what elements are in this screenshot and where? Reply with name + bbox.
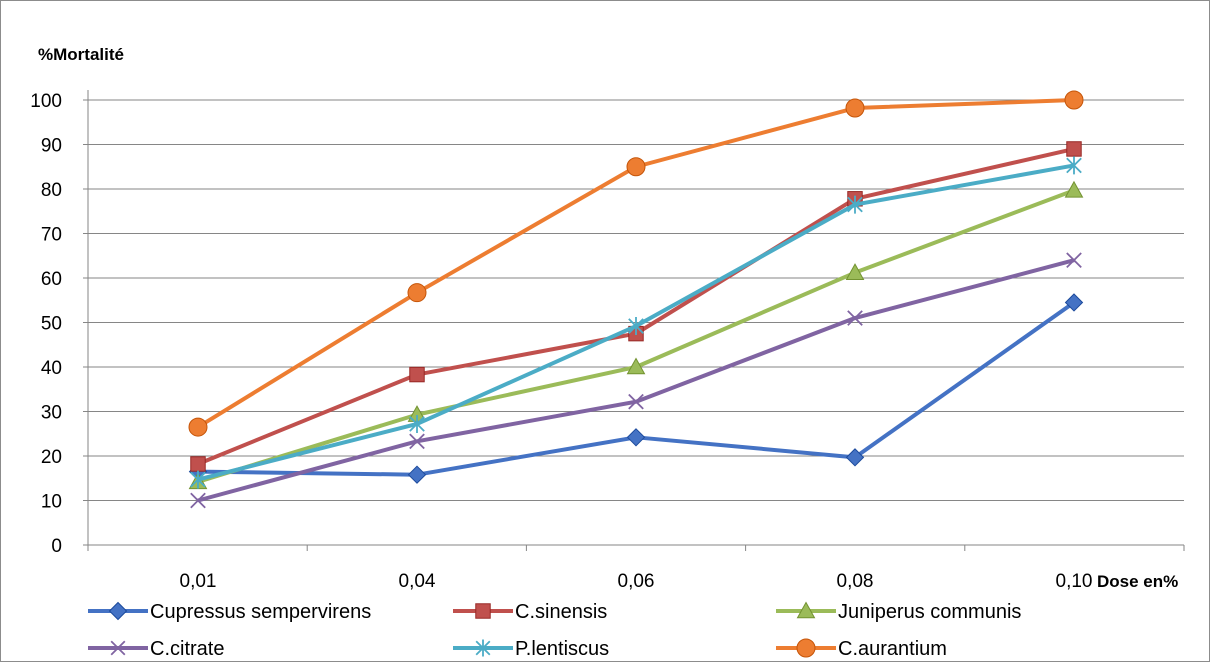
x-tick-label: 0,01	[180, 571, 217, 592]
marker-triangle	[796, 601, 816, 619]
y-tick-label: 50	[41, 314, 62, 335]
x-tick-label: 0,10	[1056, 571, 1093, 592]
marker-triangle	[1064, 180, 1084, 198]
marker-square	[475, 603, 491, 619]
marker-star	[847, 195, 863, 214]
legend: Cupressus sempervirens C.sinensis Juniperu…	[88, 601, 1021, 660]
legend-label: C.citrate	[150, 638, 224, 660]
marker-diamond	[407, 465, 427, 484]
legend-label: Cupressus sempervirens	[150, 601, 371, 623]
y-tick-label: 20	[41, 447, 62, 468]
axes: 0 10 20 30 40 50 60 70 80 90 100 0,01 0,04 0,06 0,08 0,…	[30, 90, 1185, 592]
marker-x	[628, 393, 644, 410]
x-tick-label: 0,06	[618, 571, 655, 592]
marker-star	[1066, 156, 1082, 175]
legend-item: C.citrate	[88, 638, 224, 660]
marker-square	[409, 366, 425, 383]
y-tick-label: 80	[41, 180, 62, 201]
marker-diamond	[1064, 293, 1084, 312]
y-tick-label: 40	[41, 358, 62, 379]
x-tick-label: 0,08	[837, 571, 874, 592]
marker-x	[409, 433, 425, 450]
marker-x	[847, 310, 863, 326]
series-c-citrate	[190, 252, 1082, 509]
legend-label: C.aurantium	[838, 638, 947, 660]
marker-diamond	[845, 448, 865, 467]
legend-item: C.sinensis	[453, 601, 607, 623]
y-tick-label: 60	[41, 269, 62, 290]
x-axis-title: Dose en%	[1097, 572, 1178, 591]
series-lines	[188, 90, 1084, 509]
marker-triangle	[845, 263, 865, 280]
y-tick-label: 70	[41, 225, 62, 246]
y-tick-label: 30	[41, 403, 62, 424]
legend-label: C.sinensis	[515, 601, 607, 623]
marker-diamond	[108, 601, 128, 621]
marker-x	[1066, 252, 1082, 269]
marker-diamond	[626, 428, 646, 447]
legend-item: P.lentiscus	[453, 638, 609, 660]
marker-star	[409, 414, 425, 433]
marker-x	[110, 640, 126, 656]
legend-label: P.lentiscus	[515, 638, 609, 660]
y-tick-label: 100	[30, 91, 62, 112]
legend-item: Juniperus communis	[776, 601, 1021, 623]
marker-circle	[407, 283, 427, 303]
marker-circle	[796, 638, 816, 658]
marker-circle	[188, 417, 208, 437]
marker-circle	[845, 98, 865, 118]
marker-star	[190, 470, 206, 489]
series-p-lentiscus	[190, 156, 1082, 489]
x-tick-label: 0,04	[399, 571, 436, 592]
marker-square	[1066, 141, 1082, 157]
series-c-aurantium	[188, 90, 1084, 437]
legend-label: Juniperus communis	[838, 601, 1021, 623]
y-tick-label: 0	[51, 536, 62, 557]
marker-x	[190, 492, 206, 509]
legend-item: Cupressus sempervirens	[88, 601, 371, 623]
marker-triangle	[626, 357, 646, 375]
marker-star	[475, 639, 491, 657]
y-tick-label: 90	[41, 136, 62, 157]
marker-star	[628, 317, 644, 336]
marker-circle	[1064, 90, 1084, 110]
marker-circle	[626, 157, 646, 177]
legend-item: C.aurantium	[776, 638, 947, 660]
y-tick-label: 10	[41, 492, 62, 513]
marker-square	[190, 456, 206, 472]
y-axis-title: %Mortalité	[38, 45, 124, 64]
